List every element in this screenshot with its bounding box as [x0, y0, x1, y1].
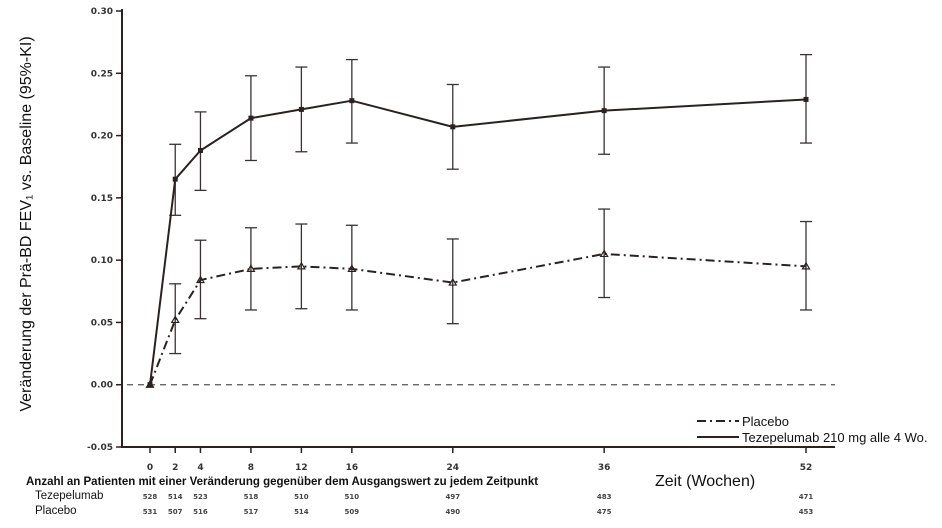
x-tick-label: 4 [197, 463, 203, 473]
risk-table-value: 531 [143, 508, 158, 516]
x-tick-label: 36 [598, 463, 611, 473]
data-point-square [172, 176, 178, 182]
y-tick-label: 0.15 [91, 194, 113, 204]
data-point-triangle [170, 315, 180, 324]
y-tick-label: -0.05 [87, 443, 113, 453]
y-axis-title: Veränderung der Prä-BD FEV₁ vs. Baseline… [18, 36, 35, 411]
risk-table-values: 528 514 523 518 510 510 497 483 471 531 507 516 517 5… [143, 493, 814, 516]
data-point-square [197, 148, 203, 154]
data-point-square [803, 96, 809, 102]
legend-placebo-label: Placebo [742, 414, 789, 429]
risk-table-value: 528 [143, 493, 158, 501]
data-point-square [248, 115, 254, 121]
risk-table-value: 514 [294, 508, 309, 516]
x-tick-label: 8 [248, 463, 254, 473]
y-axis-ticks: -0.05 0.00 0.05 0.10 0.15 0.20 0.25 0.30 [87, 7, 122, 453]
x-tick-label: 12 [295, 463, 308, 473]
risk-table-value: 507 [168, 508, 183, 516]
data-point-triangle [599, 249, 609, 258]
data-point-square [349, 98, 355, 104]
series-layer [145, 53, 812, 388]
risk-table-value: 510 [294, 493, 309, 501]
y-tick-label: 0.20 [91, 132, 113, 142]
data-point-triangle [296, 261, 306, 270]
data-point-triangle [246, 264, 256, 272]
x-tick-label: 0 [147, 463, 153, 473]
risk-table-value: 517 [244, 508, 259, 516]
risk-table-value: 514 [168, 493, 183, 501]
risk-table-value: 510 [345, 493, 360, 501]
x-tick-label: 2 [172, 463, 178, 473]
risk-table-title: Anzahl an Patienten mit einer Veränderun… [26, 476, 538, 488]
x-tick-label: 24 [447, 463, 460, 473]
risk-table-value: 518 [244, 493, 259, 501]
data-point-triangle [347, 264, 357, 272]
legend-tezepelumab-label: Tezepelumab 210 mg alle 4 Wo. [742, 430, 927, 445]
risk-table-value: 516 [193, 508, 208, 516]
y-tick-label: 0.05 [91, 318, 113, 328]
x-tick-label: 16 [346, 463, 359, 473]
data-point-square [601, 108, 607, 114]
risk-table-value: 483 [597, 493, 612, 501]
risk-table-value: 471 [799, 493, 814, 501]
data-point-triangle [195, 275, 206, 284]
risk-table-value: 523 [193, 493, 208, 501]
y-tick-label: 0.25 [91, 69, 113, 79]
axes [116, 9, 835, 448]
x-tick-label: 52 [800, 463, 813, 473]
y-tick-label: 0.30 [91, 7, 113, 17]
risk-table-value: 490 [445, 508, 460, 516]
data-point-square [298, 106, 304, 112]
risk-table-value: 497 [445, 493, 460, 501]
data-point-square [450, 124, 456, 130]
risk-table-value: 453 [799, 508, 814, 516]
x-axis-title: Zeit (Wochen) [655, 473, 755, 490]
risk-row-label-placebo: Placebo [35, 505, 77, 517]
y-tick-label: 0.10 [91, 256, 113, 266]
risk-row-label-tezepelumab: Tezepelumab [35, 490, 103, 502]
data-point-square [147, 382, 153, 388]
series-line [149, 252, 807, 386]
series-tezepelumab [147, 53, 812, 388]
risk-table-value: 475 [597, 508, 612, 516]
risk-table: Anzahl an Patienten mit einer Veränderun… [26, 476, 813, 517]
legend: Placebo Tezepelumab 210 mg alle 4 Wo. [697, 414, 927, 445]
x-axis-ticks: 0 2 4 8 12 16 24 36 52 [147, 447, 812, 473]
data-point-triangle [801, 261, 811, 270]
series-line [149, 98, 807, 385]
y-tick-label: 0.00 [91, 381, 113, 391]
data-point-triangle [448, 277, 458, 286]
risk-table-value: 509 [345, 508, 360, 516]
series-placebo [145, 208, 812, 388]
